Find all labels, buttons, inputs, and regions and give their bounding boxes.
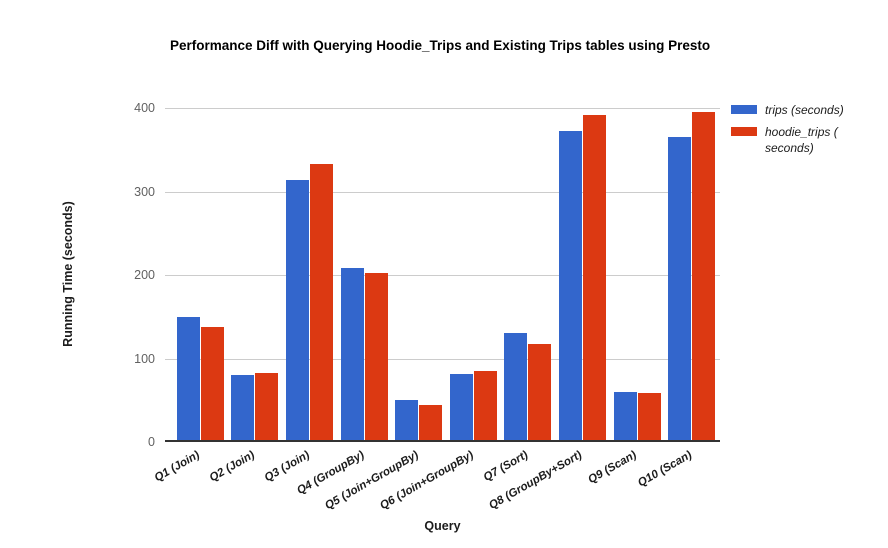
bar-group [558, 114, 606, 442]
bar-trips[interactable] [285, 179, 309, 442]
legend-swatch [731, 127, 757, 136]
bars-container [173, 108, 719, 442]
y-axis-title: Running Time (seconds) [61, 201, 75, 347]
x-axis-line [165, 440, 720, 442]
x-axis-title: Query [424, 519, 461, 533]
bar-trips[interactable] [558, 130, 582, 442]
x-tick-label: Q2 (Join) [207, 449, 257, 485]
gridline [165, 191, 720, 193]
gridline [165, 275, 720, 276]
bar-trips[interactable] [668, 137, 692, 442]
legend-label: hoodie_trips ( seconds) [765, 125, 838, 155]
x-tick-label: Q9 (Scan) [586, 449, 640, 487]
x-tick-label: Q7 (Sort) [481, 449, 530, 484]
bar-hoodie_trips[interactable] [309, 163, 333, 442]
bar-group [613, 391, 661, 442]
legend-item-hoodie-trips[interactable]: hoodie_trips ( seconds) [731, 124, 883, 156]
bar-trips[interactable] [176, 316, 200, 442]
legend-item-trips[interactable]: trips (seconds) [731, 102, 883, 118]
y-tick-label: 200 [134, 268, 155, 282]
bar-group [668, 112, 716, 442]
bar-trips[interactable] [231, 375, 255, 442]
bar-trips[interactable] [504, 333, 528, 442]
bar-trips[interactable] [613, 391, 637, 442]
bar-hoodie_trips[interactable] [473, 371, 497, 442]
bar-group [176, 316, 224, 442]
bar-trips[interactable] [449, 374, 473, 442]
bar-trips[interactable] [340, 268, 364, 442]
y-tick-label: 100 [134, 351, 155, 366]
plot-area [165, 108, 720, 442]
y-tick-label: 0 [148, 435, 155, 449]
y-tick-label: 400 [134, 101, 155, 115]
bar-hoodie_trips[interactable] [364, 273, 388, 442]
gridline [165, 108, 720, 109]
bar-hoodie_trips[interactable] [637, 392, 661, 442]
x-tick-label: Q5 (Join+GroupBy) [323, 449, 421, 513]
bar-group [395, 400, 443, 442]
x-tick-label: Q10 (Scan) [635, 449, 694, 490]
y-tick-label: 300 [134, 184, 155, 199]
bar-group [504, 333, 552, 442]
bar-hoodie_trips[interactable] [528, 344, 552, 442]
bar-group [340, 268, 388, 442]
x-tick-label: Q8 (GroupBy+Sort) [487, 449, 585, 512]
bar-hoodie_trips[interactable] [255, 372, 279, 442]
bar-group [231, 372, 279, 442]
bar-hoodie_trips[interactable] [582, 114, 606, 442]
x-tick-label: Q3 (Join) [262, 449, 312, 485]
legend-label: trips (seconds) [765, 103, 844, 117]
bar-hoodie_trips[interactable] [419, 405, 443, 442]
x-tick-label: Q6 (Join+GroupBy) [377, 449, 476, 513]
legend: trips (seconds) hoodie_trips ( seconds) [731, 102, 883, 162]
bar-group [285, 163, 333, 442]
legend-swatch [731, 105, 757, 114]
bar-trips[interactable] [395, 400, 419, 442]
chart-title: Performance Diff with Querying Hoodie_Tr… [170, 38, 711, 53]
bar-group [449, 371, 497, 442]
bar-hoodie_trips[interactable] [692, 112, 716, 442]
gridline [165, 358, 720, 360]
x-tick-label: Q1 (Join) [153, 449, 203, 485]
bar-hoodie_trips[interactable] [200, 326, 224, 442]
